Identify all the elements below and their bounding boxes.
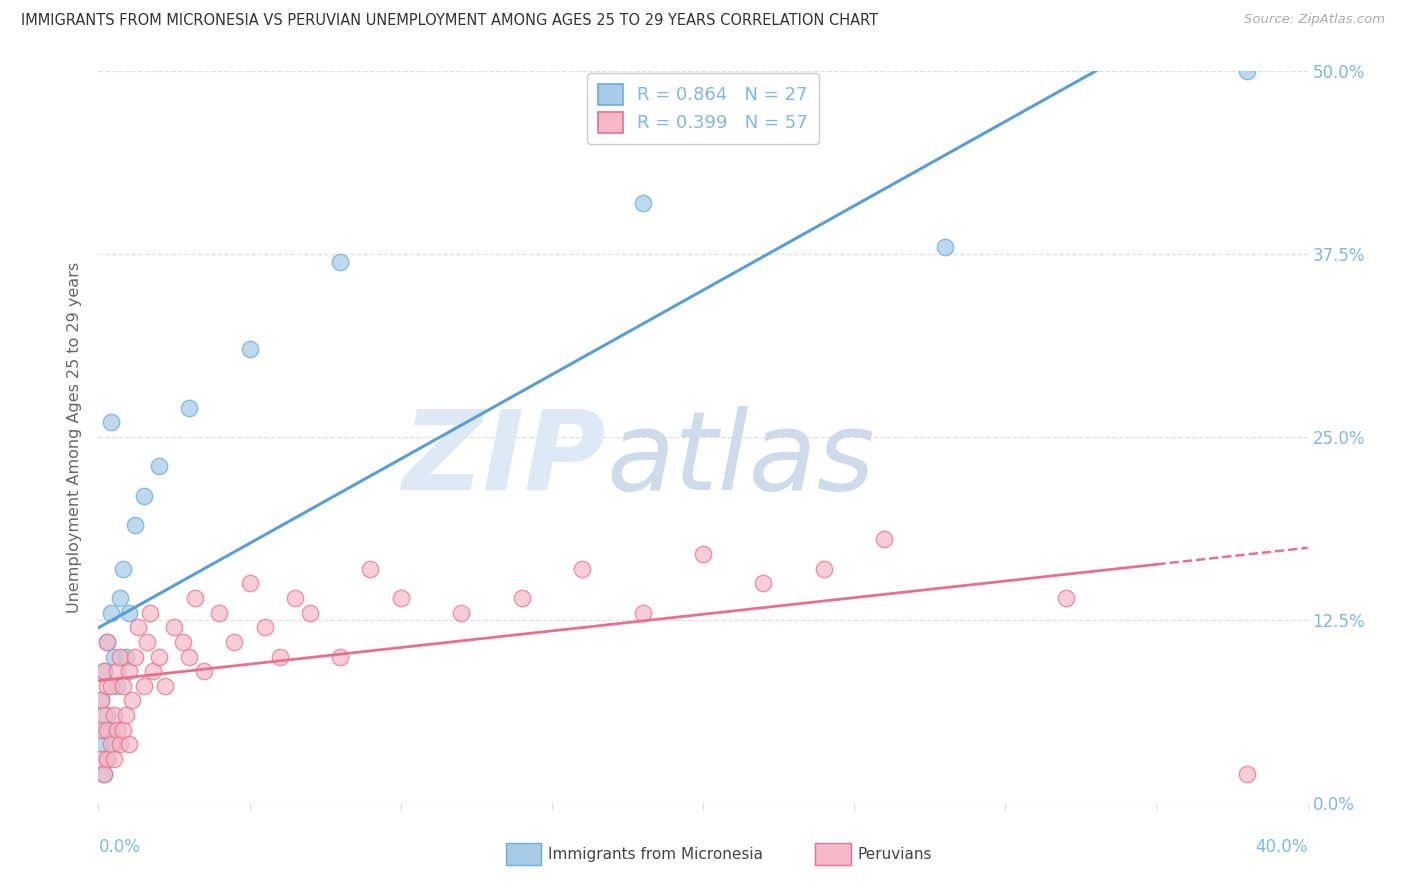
Point: [96, 752, 118, 766]
Point: [90, 752, 112, 766]
Point: [172, 635, 194, 649]
Point: [114, 649, 136, 664]
Point: [571, 562, 593, 576]
Point: [179, 401, 201, 415]
Point: [90, 693, 112, 707]
Point: [90, 737, 112, 751]
Point: [108, 649, 131, 664]
Point: [148, 459, 170, 474]
Text: Peruvians: Peruvians: [858, 847, 932, 862]
Point: [148, 649, 170, 664]
Point: [153, 679, 176, 693]
Point: [111, 562, 134, 576]
Point: [510, 591, 533, 605]
Point: [360, 562, 382, 576]
Point: [179, 649, 201, 664]
Y-axis label: Unemployment Among Ages 25 to 29 years: Unemployment Among Ages 25 to 29 years: [67, 261, 83, 613]
Point: [124, 517, 146, 532]
Point: [96, 708, 118, 723]
Point: [93, 664, 115, 678]
Point: [105, 664, 128, 678]
Point: [132, 489, 155, 503]
Point: [284, 591, 307, 605]
Point: [139, 606, 162, 620]
Point: [100, 723, 122, 737]
Text: 40.0%: 40.0%: [1256, 838, 1308, 855]
Point: [299, 606, 322, 620]
Point: [224, 635, 246, 649]
Text: IMMIGRANTS FROM MICRONESIA VS PERUVIAN UNEMPLOYMENT AMONG AGES 25 TO 29 YEARS CO: IMMIGRANTS FROM MICRONESIA VS PERUVIAN U…: [21, 13, 879, 29]
Point: [239, 576, 262, 591]
Point: [118, 606, 141, 620]
Point: [1054, 591, 1077, 605]
Point: [692, 547, 714, 561]
Point: [96, 723, 118, 737]
Point: [100, 416, 122, 430]
Point: [450, 606, 472, 620]
Point: [118, 737, 141, 751]
Point: [93, 766, 115, 780]
Point: [124, 649, 146, 664]
Point: [105, 723, 128, 737]
Point: [93, 723, 115, 737]
Point: [105, 679, 128, 693]
Point: [90, 723, 112, 737]
Point: [127, 620, 149, 634]
Point: [132, 679, 155, 693]
Point: [96, 679, 118, 693]
Point: [108, 737, 131, 751]
Point: [103, 737, 125, 751]
Text: ZIP: ZIP: [402, 406, 606, 513]
Point: [631, 196, 654, 211]
Point: [100, 737, 122, 751]
Point: [118, 664, 141, 678]
Point: [114, 708, 136, 723]
Point: [93, 664, 115, 678]
Point: [93, 766, 115, 780]
Point: [208, 606, 231, 620]
Point: [103, 708, 125, 723]
Point: [1236, 64, 1258, 78]
Point: [253, 620, 276, 634]
Point: [135, 635, 157, 649]
Point: [329, 649, 352, 664]
Point: [90, 693, 112, 707]
Point: [142, 664, 165, 678]
Point: [1236, 766, 1258, 780]
Text: Source: ZipAtlas.com: Source: ZipAtlas.com: [1244, 13, 1385, 27]
Point: [93, 708, 115, 723]
Point: [103, 649, 125, 664]
Point: [103, 752, 125, 766]
Text: atlas: atlas: [606, 406, 875, 513]
Point: [96, 635, 118, 649]
Point: [100, 679, 122, 693]
Text: 0.0%: 0.0%: [98, 838, 141, 855]
Text: Immigrants from Micronesia: Immigrants from Micronesia: [548, 847, 763, 862]
Point: [934, 240, 956, 254]
Point: [108, 591, 131, 605]
Point: [269, 649, 291, 664]
Legend: R = 0.864   N = 27, R = 0.399   N = 57: R = 0.864 N = 27, R = 0.399 N = 57: [586, 73, 820, 144]
Point: [96, 635, 118, 649]
Point: [813, 562, 835, 576]
Point: [111, 679, 134, 693]
Point: [873, 533, 896, 547]
Point: [329, 254, 352, 268]
Point: [239, 343, 262, 357]
Point: [121, 693, 143, 707]
Point: [163, 620, 186, 634]
Point: [752, 576, 775, 591]
Point: [184, 591, 207, 605]
Point: [389, 591, 412, 605]
Point: [100, 606, 122, 620]
Point: [631, 606, 654, 620]
Point: [96, 752, 118, 766]
Point: [193, 664, 215, 678]
Point: [111, 723, 134, 737]
